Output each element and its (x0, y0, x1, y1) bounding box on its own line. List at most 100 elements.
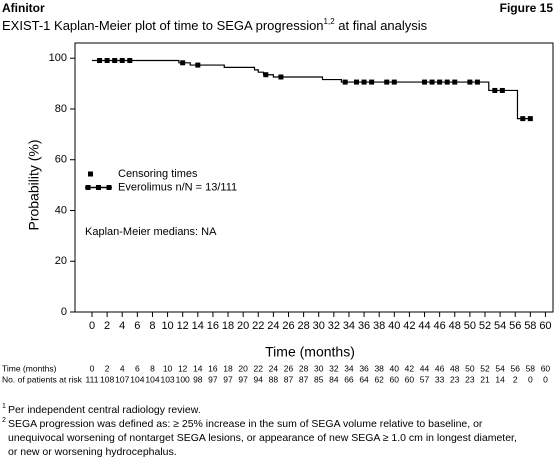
risk-count: 23 (450, 374, 460, 384)
x-tick-label: 24 (267, 320, 279, 332)
x-tick-label: 14 (192, 320, 204, 332)
risk-count: 85 (314, 374, 324, 384)
x-tick-label: 30 (313, 320, 325, 332)
risk-count: 98 (193, 374, 203, 384)
risk-time: 42 (405, 363, 415, 373)
y-tick-label: 60 (55, 154, 67, 166)
y-tick-label: 40 (55, 204, 67, 216)
risk-time: 54 (495, 363, 505, 373)
risk-count: 97 (208, 374, 218, 384)
risk-count: 97 (223, 374, 233, 384)
risk-count: 104 (130, 374, 144, 384)
risk-count: 107 (115, 374, 129, 384)
legend-label: Censoring times (118, 168, 198, 180)
risk-time: 6 (135, 363, 140, 373)
risk-count: 88 (269, 374, 279, 384)
risk-count: 87 (299, 374, 309, 384)
x-tick-label: 56 (509, 320, 521, 332)
risk-count: 33 (435, 374, 445, 384)
risk-count: 100 (176, 374, 190, 384)
risk-count: 57 (420, 374, 430, 384)
risk-count: 62 (374, 374, 384, 384)
y-axis-title: Probability (%) (26, 139, 42, 230)
risk-time: 12 (178, 363, 188, 373)
y-tick-label: 100 (49, 52, 67, 64)
title-sup: 1,2 (324, 17, 336, 26)
risk-time: 18 (223, 363, 233, 373)
x-tick-label: 34 (343, 320, 355, 332)
footnote-mark: 2 (2, 417, 6, 424)
risk-count: 66 (344, 374, 354, 384)
footnote-mark: 1 (2, 403, 6, 410)
brand: Afinitor (2, 1, 45, 15)
x-tick-label: 0 (89, 320, 95, 332)
risk-count: 97 (238, 374, 248, 384)
x-tick-label: 4 (119, 320, 125, 332)
plot-frame (74, 42, 554, 313)
x-tick-label: 8 (149, 320, 155, 332)
x-tick-label: 58 (524, 320, 536, 332)
x-tick-label: 26 (282, 320, 294, 332)
risk-time: 50 (465, 363, 475, 373)
risk-count: 23 (465, 374, 475, 384)
risk-time: 46 (435, 363, 445, 373)
risk-time: 22 (254, 363, 264, 373)
risk-time: 16 (208, 363, 218, 373)
footnote-line: or new or worsening hydrocephalus. (8, 446, 177, 458)
risk-count: 0 (543, 374, 548, 384)
x-tick-label: 42 (403, 320, 415, 332)
risk-time: 2 (105, 363, 110, 373)
risk-count: 87 (284, 374, 294, 384)
x-tick-label: 48 (449, 320, 461, 332)
risk-count: 103 (160, 374, 174, 384)
risk-count: 14 (495, 374, 505, 384)
x-tick-label: 52 (479, 320, 491, 332)
risk-time: 34 (344, 363, 354, 373)
risk-count: 2 (513, 374, 518, 384)
x-tick-label: 20 (237, 320, 249, 332)
risk-time: 36 (359, 363, 369, 373)
x-tick-label: 2 (104, 320, 110, 332)
x-tick-label: 18 (222, 320, 234, 332)
y-tick-label: 20 (55, 255, 67, 267)
risk-count: 84 (329, 374, 339, 384)
risk-time: 0 (90, 363, 95, 373)
x-axis-title: Time (months) (265, 344, 355, 360)
risk-count: 111 (86, 374, 99, 384)
y-tick-label: 80 (55, 103, 67, 115)
risk-time: 60 (541, 363, 551, 373)
risk-time: 58 (526, 363, 536, 373)
risk-time: 26 (284, 363, 294, 373)
legend-symbol (106, 185, 112, 190)
risk-count: 108 (100, 374, 114, 384)
x-tick-label: 12 (177, 320, 189, 332)
footnote-line: unequivocal worsening of nontarget SEGA … (8, 432, 517, 444)
risk-count: 64 (359, 374, 369, 384)
risk-time: 32 (329, 363, 339, 373)
risk-count: 94 (254, 374, 264, 384)
risk-time: 20 (238, 363, 248, 373)
risk-time: 14 (193, 363, 203, 373)
risk-count: 104 (145, 374, 159, 384)
x-tick-label: 10 (161, 320, 173, 332)
x-tick-label: 44 (418, 320, 430, 332)
risk-count: 21 (480, 374, 490, 384)
risk-time: 28 (299, 363, 309, 373)
risk-time: 48 (450, 363, 460, 373)
x-tick-label: 60 (539, 320, 551, 332)
risk-count: 0 (528, 374, 533, 384)
risk-time: 8 (150, 363, 155, 373)
risk-time: 56 (510, 363, 520, 373)
risk-count: 60 (405, 374, 415, 384)
legend-symbol (85, 185, 91, 190)
risk-time: 10 (163, 363, 173, 373)
risk-time: 44 (420, 363, 430, 373)
x-tick-label: 40 (388, 320, 400, 332)
x-tick-label: 32 (328, 320, 340, 332)
annotation: Kaplan-Meier medians: NA (85, 226, 217, 238)
risk-time-label: Time (months) (2, 363, 57, 373)
title-main: EXIST-1 Kaplan-Meier plot of time to SEG… (2, 18, 324, 33)
x-tick-label: 38 (373, 320, 385, 332)
legend-symbol (88, 171, 93, 177)
